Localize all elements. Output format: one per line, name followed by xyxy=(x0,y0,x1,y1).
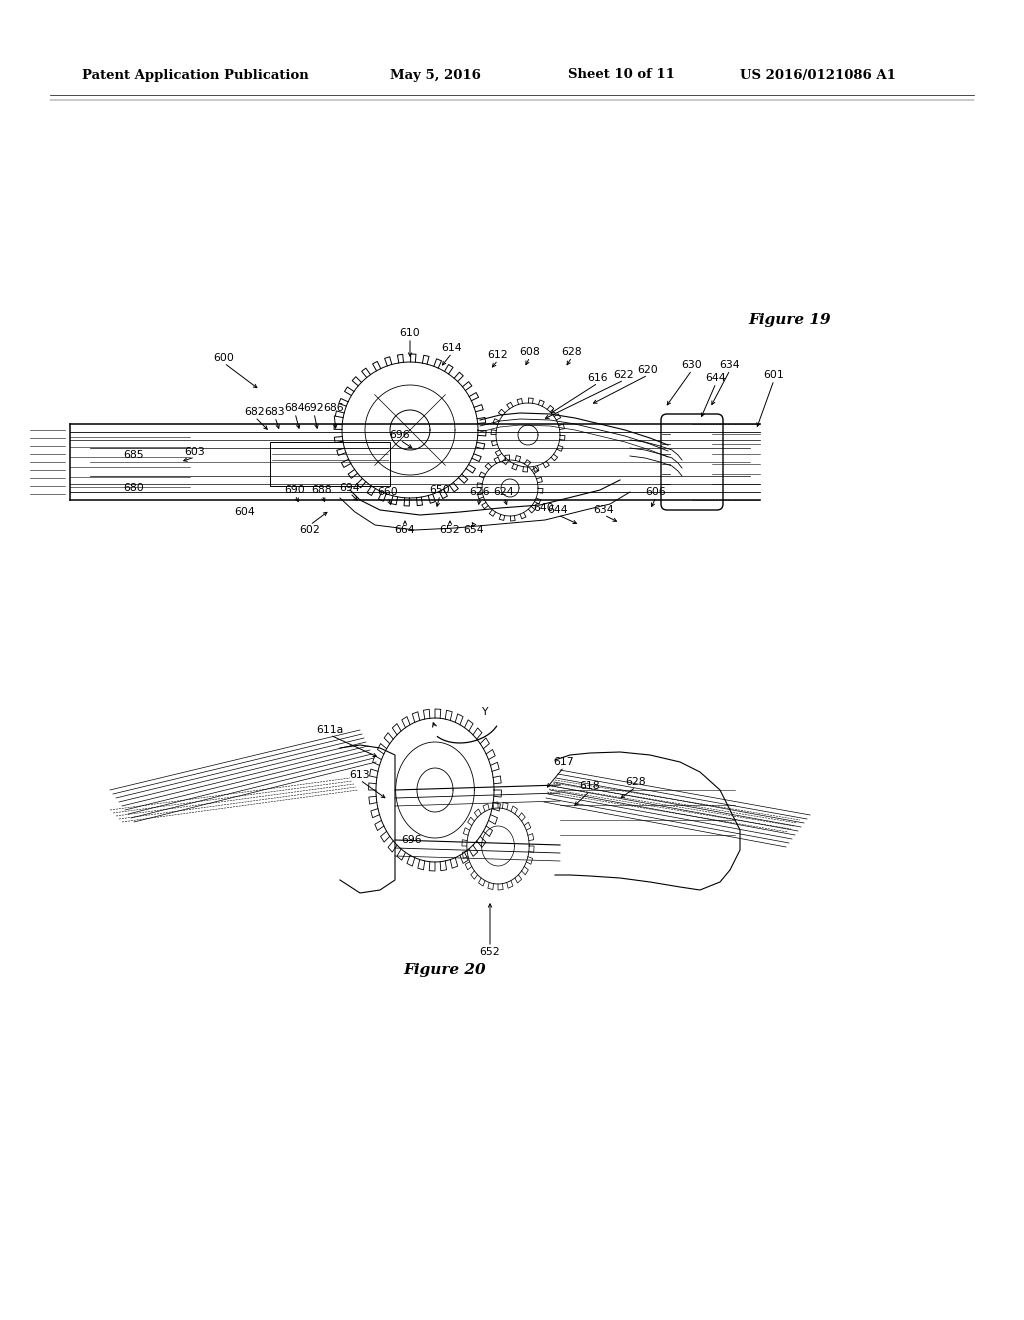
Text: 680: 680 xyxy=(124,483,144,492)
Text: 654: 654 xyxy=(464,525,484,535)
Text: 664: 664 xyxy=(394,525,416,535)
Text: 684: 684 xyxy=(285,403,305,413)
Text: Figure 20: Figure 20 xyxy=(403,964,486,977)
Text: 616: 616 xyxy=(588,374,608,383)
Text: 618: 618 xyxy=(580,781,600,791)
Text: 617: 617 xyxy=(554,756,574,767)
Text: Y: Y xyxy=(480,708,487,717)
Text: 630: 630 xyxy=(682,360,702,370)
Text: 696: 696 xyxy=(401,836,422,845)
Text: 696: 696 xyxy=(390,430,411,440)
Text: 688: 688 xyxy=(311,484,333,495)
Text: 683: 683 xyxy=(264,407,286,417)
Text: 640: 640 xyxy=(534,503,554,513)
Text: 622: 622 xyxy=(613,370,634,380)
Text: Patent Application Publication: Patent Application Publication xyxy=(82,69,309,82)
Text: 628: 628 xyxy=(626,777,646,787)
Text: 650: 650 xyxy=(430,484,451,495)
Text: 634: 634 xyxy=(720,360,740,370)
Text: 610: 610 xyxy=(399,327,421,338)
Text: 686: 686 xyxy=(324,403,344,413)
Text: 652: 652 xyxy=(439,525,461,535)
Text: 602: 602 xyxy=(300,525,321,535)
Text: 692: 692 xyxy=(304,403,325,413)
Text: 611a: 611a xyxy=(316,725,344,735)
Text: 612: 612 xyxy=(487,350,508,360)
Text: 600: 600 xyxy=(214,352,234,363)
Text: 682: 682 xyxy=(245,407,265,417)
Text: 603: 603 xyxy=(184,447,206,457)
Text: Sheet 10 of 11: Sheet 10 of 11 xyxy=(568,69,675,82)
Text: 685: 685 xyxy=(124,450,144,459)
Text: May 5, 2016: May 5, 2016 xyxy=(390,69,481,82)
Text: Figure 19: Figure 19 xyxy=(749,313,831,327)
Text: 660: 660 xyxy=(378,487,398,498)
Text: 620: 620 xyxy=(638,366,658,375)
Text: 690: 690 xyxy=(285,484,305,495)
Text: 606: 606 xyxy=(645,487,667,498)
Text: 613: 613 xyxy=(349,770,371,780)
Text: 694: 694 xyxy=(340,483,360,492)
Text: 608: 608 xyxy=(519,347,541,356)
Text: 628: 628 xyxy=(562,347,583,356)
Text: 634: 634 xyxy=(594,506,614,515)
Text: 644: 644 xyxy=(706,374,726,383)
Text: 644: 644 xyxy=(548,506,568,515)
Text: 652: 652 xyxy=(479,946,501,957)
Text: 601: 601 xyxy=(764,370,784,380)
Text: 626: 626 xyxy=(470,487,490,498)
Bar xyxy=(270,442,390,486)
Text: 604: 604 xyxy=(234,507,255,517)
Text: 614: 614 xyxy=(441,343,462,352)
Text: 624: 624 xyxy=(494,487,514,498)
Text: US 2016/0121086 A1: US 2016/0121086 A1 xyxy=(740,69,896,82)
